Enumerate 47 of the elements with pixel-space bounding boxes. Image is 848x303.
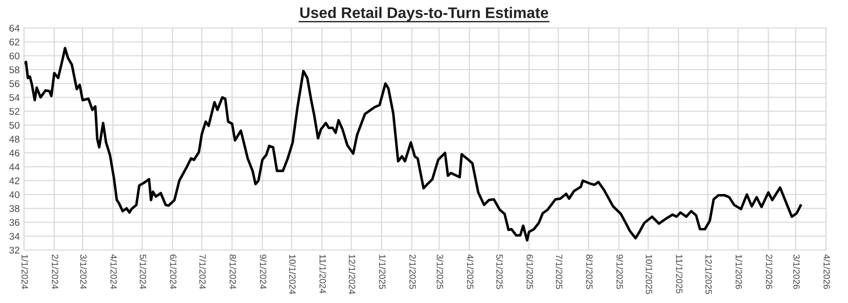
x-tick-label: 6/1/2024 [170, 254, 177, 290]
x-tick-label: 5/1/2025 [496, 254, 503, 289]
y-tick-label: 48 [9, 136, 20, 143]
y-tick-label: 36 [9, 218, 20, 226]
y-tick-label: 54 [9, 94, 20, 101]
y-tick-label: 64 [10, 24, 20, 32]
x-tick-label: 4/1/2025 [467, 254, 474, 289]
x-tick-label: 2/1/2024 [52, 254, 58, 290]
y-tick-label: 50 [9, 122, 20, 129]
x-tick-label: 2/1/2025 [409, 254, 416, 289]
y-tick-label: 60 [10, 52, 20, 60]
x-tick-label: 9/1/2025 [616, 254, 624, 289]
x-tick-label: 7/1/2024 [199, 254, 206, 290]
y-tick-label: 38 [9, 205, 20, 212]
x-tick-label: 11/1/2024 [320, 254, 326, 294]
y-tick-label: 44 [9, 164, 20, 170]
x-tick-label: 1/1/2026 [736, 254, 742, 289]
x-tick-label: 2/1/2026 [766, 254, 773, 289]
y-tick-label: 46 [9, 150, 20, 156]
chart-title: Used Retail Days-to-Turn Estimate [300, 6, 548, 22]
y-tick-label: 52 [9, 108, 20, 115]
y-tick-label: 40 [9, 191, 20, 198]
x-tick-label: 10/1/2025 [646, 254, 652, 294]
x-tick-label: 6/1/2025 [526, 254, 534, 289]
x-tick-label: 3/1/2025 [436, 254, 444, 289]
x-tick-label: 4/1/2024 [110, 254, 118, 290]
x-tick-label: 4/1/2026 [824, 254, 830, 289]
x-tick-label: 3/1/2024 [80, 254, 87, 290]
y-tick-label: 58 [9, 66, 20, 74]
x-tick-label: 1/1/2024 [22, 254, 28, 290]
x-tick-label: 1/1/2025 [379, 254, 386, 289]
y-tick-label: 56 [9, 80, 20, 88]
y-tick-label: 32 [9, 246, 20, 254]
y-tick-label: 34 [9, 232, 20, 240]
x-tick-label: 5/1/2024 [140, 254, 146, 290]
x-tick-label: 3/1/2026 [793, 254, 800, 289]
x-tick-label: 8/1/2024 [230, 254, 236, 290]
x-tick-label: 12/1/2024 [348, 254, 356, 294]
x-tick-label: 11/1/2025 [676, 254, 683, 294]
y-tick-label: 62 [10, 38, 20, 46]
x-tick-label: 8/1/2025 [586, 254, 593, 289]
y-tick-label: 42 [9, 177, 20, 184]
line-series [24, 46, 802, 242]
x-tick-label: 12/1/2025 [705, 254, 712, 294]
x-tick-label: 9/1/2024 [260, 254, 267, 290]
x-tick-label: 7/1/2025 [556, 254, 563, 289]
x-tick-label: 10/1/2024 [289, 254, 296, 294]
